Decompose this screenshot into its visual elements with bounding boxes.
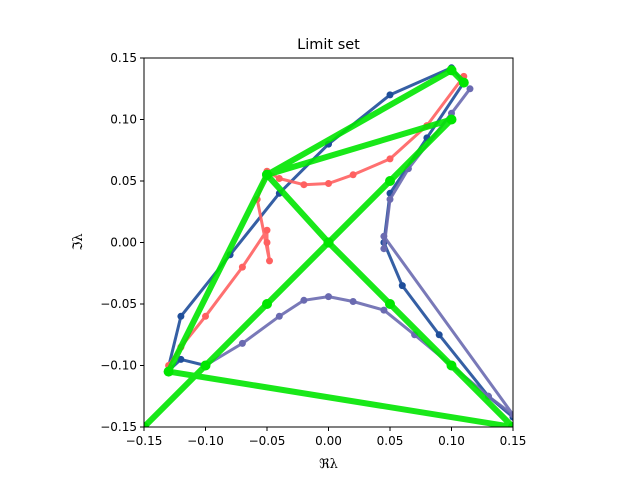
data-point (385, 176, 395, 186)
x-axis-label: ℜλ (319, 457, 338, 472)
data-point (200, 360, 211, 371)
data-point (202, 312, 209, 320)
chart-title: Limit set (297, 37, 360, 53)
data-point (300, 296, 308, 304)
data-point (380, 232, 388, 240)
data-point (349, 298, 357, 305)
data-point (398, 282, 406, 290)
data-point (323, 237, 334, 248)
data-point (380, 306, 388, 314)
data-point (275, 312, 283, 320)
data-point (349, 171, 357, 179)
data-point (446, 360, 457, 371)
data-point (177, 312, 185, 320)
x-tick-label: 0.15 (500, 434, 527, 448)
x-tick-label: 0.10 (438, 434, 465, 448)
data-point (263, 226, 271, 234)
y-tick-label: −0.15 (100, 420, 137, 434)
data-point (266, 257, 273, 265)
data-point (177, 355, 185, 363)
data-point (466, 85, 474, 93)
x-tick-label: 0.05 (377, 434, 404, 448)
data-point (386, 155, 394, 163)
data-point (458, 77, 469, 88)
data-point (300, 181, 308, 189)
x-tick-label: −0.05 (249, 434, 286, 448)
data-point (262, 299, 272, 309)
y-tick-label: 0.15 (110, 51, 137, 65)
y-tick-label: −0.10 (100, 359, 137, 373)
data-point (446, 114, 457, 125)
data-point (386, 91, 394, 99)
y-axis-label: ℑλ (71, 233, 86, 250)
x-tick-label: −0.15 (126, 434, 163, 448)
series-3 (144, 65, 513, 427)
y-tick-label: 0.00 (110, 236, 137, 250)
x-tick-label: 0.00 (315, 434, 342, 448)
data-point (163, 366, 174, 377)
data-point (509, 411, 513, 419)
data-point (263, 239, 271, 246)
y-tick-label: 0.10 (110, 113, 137, 127)
x-tick-label: −0.10 (187, 434, 224, 448)
data-point (380, 245, 388, 253)
data-point (275, 175, 283, 182)
y-axis: −0.15 −0.10 −0.05 0.00 0.05 0.10 0.15 (100, 51, 144, 434)
y-tick-label: 0.05 (110, 174, 137, 188)
plot-marks (144, 64, 513, 427)
data-point (262, 169, 272, 180)
data-point (386, 195, 394, 203)
data-point (385, 299, 395, 309)
data-point (435, 331, 443, 339)
data-point (325, 180, 332, 187)
data-point (238, 339, 246, 347)
data-point (325, 293, 332, 301)
data-point (144, 422, 149, 427)
y-tick-label: −0.05 (100, 297, 137, 311)
x-axis: −0.15 −0.10 −0.05 0.00 0.05 0.10 0.15 (126, 427, 527, 448)
data-point (508, 422, 513, 427)
data-point (446, 65, 457, 76)
data-point (238, 263, 246, 271)
